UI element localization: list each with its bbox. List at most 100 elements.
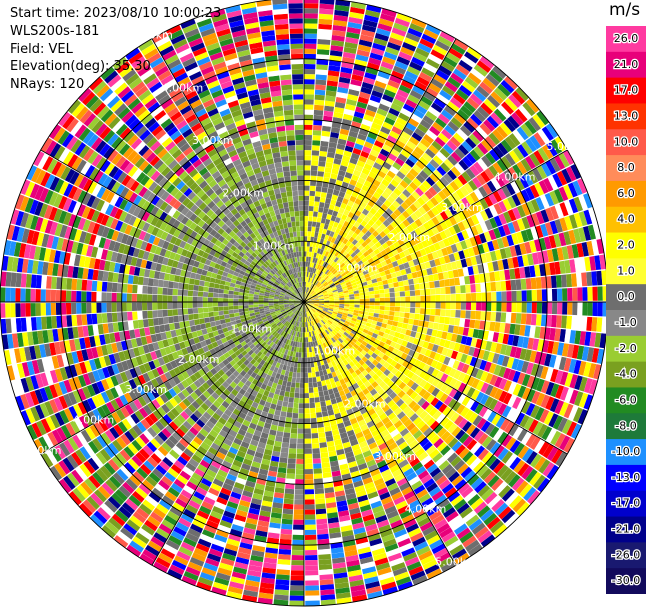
- velocity-gate: [348, 243, 355, 250]
- velocity-gate: [314, 300, 320, 302]
- velocity-gate: [566, 245, 574, 259]
- velocity-gate: [464, 238, 473, 249]
- velocity-gate: [498, 378, 508, 390]
- velocity-gate: [474, 320, 481, 329]
- velocity-gate: [400, 149, 411, 159]
- velocity-gate: [447, 169, 457, 181]
- velocity-gate: [437, 35, 453, 47]
- velocity-gate: [310, 231, 315, 237]
- velocity-gate: [489, 217, 498, 229]
- velocity-gate: [445, 51, 461, 64]
- velocity-gate: [479, 359, 488, 371]
- velocity-gate: [328, 60, 342, 67]
- velocity-gate: [442, 271, 449, 280]
- velocity-gate: [394, 343, 402, 350]
- velocity-gate: [323, 305, 329, 308]
- velocity-gate: [310, 290, 315, 295]
- velocity-gate: [339, 302, 345, 304]
- velocity-gate: [379, 65, 392, 75]
- velocity-gate: [380, 126, 391, 135]
- velocity-gate: [315, 186, 322, 192]
- velocity-gate: [583, 394, 594, 410]
- velocity-gate: [569, 389, 579, 405]
- velocity-gate: [489, 321, 496, 332]
- velocity-gate: [358, 39, 373, 48]
- velocity-gate: [549, 157, 561, 173]
- velocity-gate: [438, 113, 450, 125]
- velocity-gate: [324, 105, 335, 112]
- velocity-gate: [346, 271, 353, 277]
- velocity-gate: [313, 392, 320, 398]
- velocity-gate: [304, 539, 317, 546]
- velocity-gate: [329, 266, 335, 272]
- velocity-gate: [339, 262, 346, 268]
- velocity-gate: [325, 399, 332, 406]
- velocity-gate: [545, 428, 557, 443]
- velocity-gate: [307, 282, 310, 288]
- velocity-gate: [402, 189, 411, 198]
- velocity-gate: [304, 382, 309, 389]
- velocity-gate: [364, 72, 377, 81]
- velocity-gate: [376, 334, 383, 341]
- velocity-gate: [319, 249, 324, 255]
- velocity-gate: [487, 94, 501, 108]
- velocity-gate: [350, 279, 356, 284]
- velocity-gate: [316, 282, 321, 287]
- velocity-gate: [475, 223, 484, 235]
- velocity-gate: [405, 296, 411, 302]
- velocity-gate: [407, 94, 420, 105]
- velocity-gate: [337, 277, 344, 282]
- velocity-gate: [349, 302, 355, 305]
- velocity-gate: [482, 350, 490, 361]
- velocity-gate: [447, 236, 456, 246]
- velocity-gate: [448, 226, 457, 236]
- velocity-gate: [348, 229, 355, 237]
- velocity-gate: [318, 391, 324, 397]
- velocity-gate: [396, 338, 404, 345]
- velocity-gate: [567, 182, 578, 198]
- velocity-gate: [556, 315, 562, 328]
- velocity-gate: [440, 302, 446, 309]
- velocity-gate: [520, 313, 527, 325]
- velocity-gate: [297, 428, 304, 434]
- velocity-gate: [333, 111, 344, 119]
- velocity-gate: [488, 69, 504, 83]
- velocity-gate: [415, 47, 430, 58]
- velocity-gate: [508, 94, 522, 108]
- velocity-gate: [406, 215, 415, 225]
- velocity-gate: [283, 503, 294, 510]
- velocity-gate: [524, 349, 532, 362]
- velocity-gate: [340, 318, 346, 323]
- velocity-gate: [409, 203, 418, 213]
- velocity-gate: [382, 235, 390, 243]
- velocity-gate: [359, 91, 371, 100]
- velocity-gate: [570, 423, 582, 439]
- velocity-gate: [311, 221, 317, 227]
- velocity-gate: [466, 47, 482, 60]
- velocity-gate: [458, 250, 466, 260]
- velocity-gate: [470, 225, 479, 236]
- velocity-gate: [497, 332, 505, 344]
- velocity-gate: [304, 489, 315, 495]
- velocity-gate: [319, 569, 333, 576]
- velocity-gate: [318, 161, 326, 167]
- velocity-gate: [322, 261, 327, 267]
- velocity-gate: [380, 13, 396, 23]
- velocity-gate: [288, 448, 297, 454]
- velocity-gate: [378, 256, 385, 263]
- velocity-gate: [318, 564, 333, 571]
- velocity-gate: [389, 292, 395, 298]
- velocity-gate: [538, 237, 547, 251]
- velocity-gate: [441, 187, 452, 198]
- velocity-gate: [321, 457, 330, 464]
- velocity-gate: [581, 346, 590, 361]
- velocity-gate: [308, 205, 314, 212]
- velocity-gate: [480, 171, 491, 183]
- velocity-gate: [315, 280, 319, 286]
- velocity-gate: [323, 274, 328, 280]
- velocity-gate: [435, 69, 450, 81]
- velocity-gate: [307, 231, 312, 237]
- velocity-gate: [488, 165, 499, 178]
- velocity-gate: [331, 249, 337, 256]
- velocity-gate: [550, 368, 559, 383]
